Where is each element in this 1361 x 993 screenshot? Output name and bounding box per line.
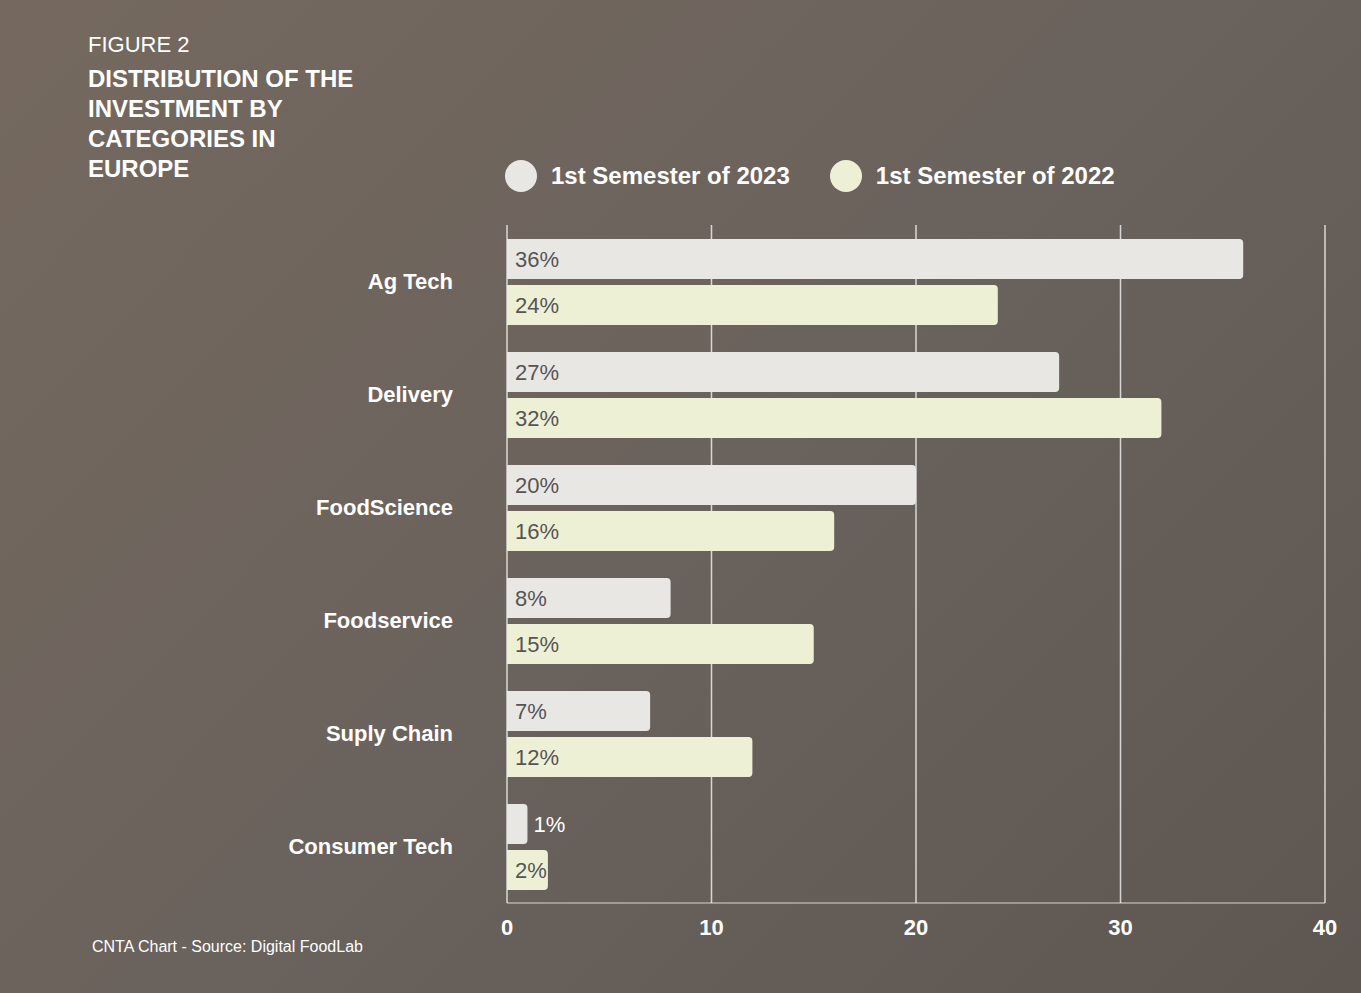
svg-text:20: 20 (904, 915, 928, 940)
svg-text:20%: 20% (515, 473, 559, 498)
svg-text:0: 0 (501, 915, 513, 940)
html-text:1st Semester of 2023: 1st Semester of 2023 (551, 162, 790, 189)
svg-text:32%: 32% (515, 406, 559, 431)
svg-text:24%: 24% (515, 293, 559, 318)
svg-text:Consumer Tech: Consumer Tech (288, 834, 453, 859)
html-text:DISTRIBUTION OF THE INVESTMENT: DISTRIBUTION OF THE INVESTMENT BY CATEGO… (88, 65, 354, 182)
svg-text:FoodScience: FoodScience (316, 495, 453, 520)
svg-text:15%: 15% (515, 632, 559, 657)
svg-text:8%: 8% (515, 586, 547, 611)
html-text:CNTA Chart - Source: Digital F: CNTA Chart - Source: Digital FoodLab (92, 938, 363, 955)
svg-text:7%: 7% (515, 699, 547, 724)
svg-text:27%: 27% (515, 360, 559, 385)
svg-text:2%: 2% (515, 858, 547, 883)
svg-text:Foodservice: Foodservice (323, 608, 453, 633)
html-text:1st Semester of 2022: 1st Semester of 2022 (875, 162, 1115, 189)
svg-text:1%: 1% (533, 812, 565, 837)
svg-text:Suply Chain: Suply Chain (326, 721, 453, 746)
svg-text:Delivery: Delivery (367, 382, 453, 407)
svg-text:12%: 12% (515, 745, 559, 770)
svg-text:40: 40 (1313, 915, 1337, 940)
html-text:FIGURE 2: FIGURE 2 (88, 32, 190, 57)
svg-text:36%: 36% (515, 247, 559, 272)
svg-text:Ag Tech: Ag Tech (368, 269, 453, 294)
svg-text:16%: 16% (515, 519, 559, 544)
svg-text:30: 30 (1108, 915, 1132, 940)
svg-text:10: 10 (699, 915, 723, 940)
